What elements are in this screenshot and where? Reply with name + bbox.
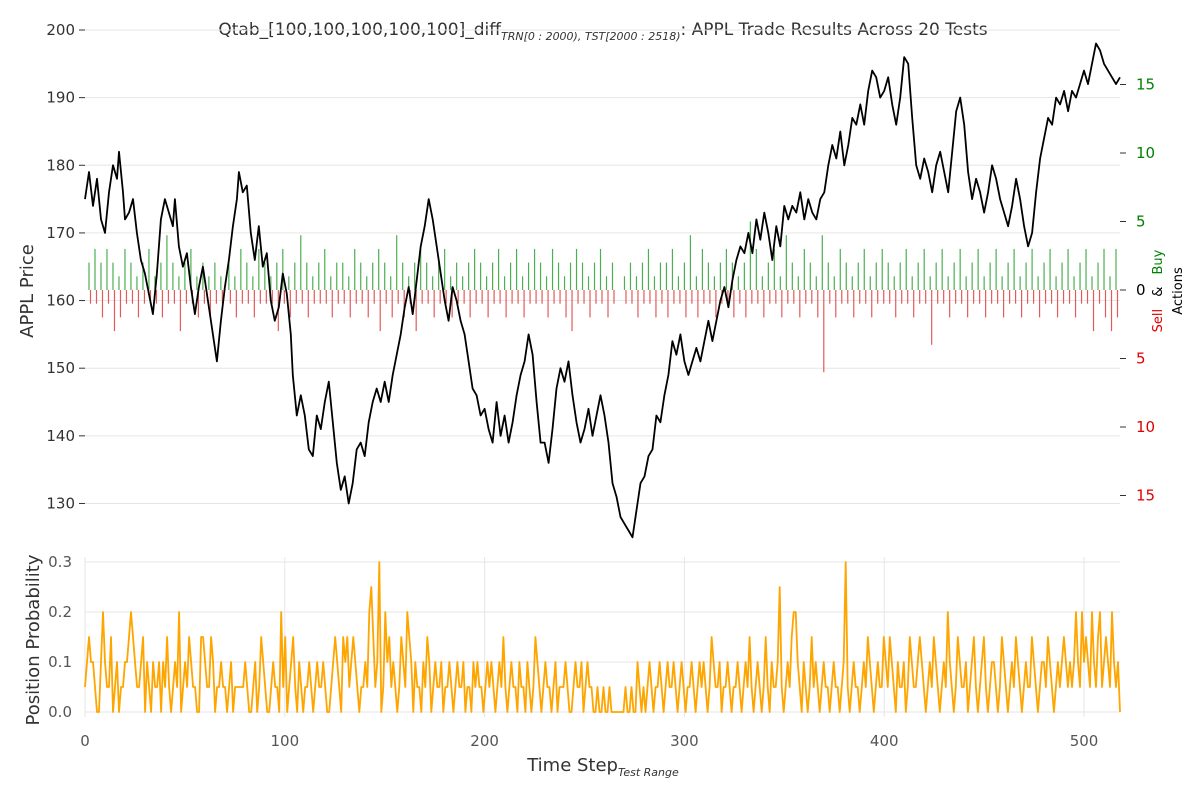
price-tick-label: 140	[46, 427, 75, 445]
price-tick-label: 130	[46, 494, 75, 512]
chart-title: Qtab_[100,100,100,100,100]_diffTRN[0 : 2…	[218, 20, 987, 43]
price-tick-label: 200	[46, 21, 75, 39]
actions-y-axis-label: Sell & Buy	[1151, 249, 1166, 332]
buy-tick-label: 15	[1136, 76, 1155, 94]
actions-y-ticks: 0 5 10 15 5 10 15	[1120, 76, 1155, 505]
buy-label: Buy	[1151, 249, 1166, 274]
sell-tick-label: 15	[1136, 487, 1155, 505]
time-step-x-ticks: 0 100 200 300 400 500	[80, 732, 1098, 750]
time-step-x-axis-label: Time StepTest Range	[526, 755, 679, 779]
probability-tick-label: 0.3	[48, 553, 72, 571]
sell-actions-bars	[89, 290, 1119, 373]
price-tick-label: 190	[46, 89, 75, 107]
price-tick-label: 160	[46, 292, 75, 310]
price-series	[84, 42, 1121, 539]
time-step-tick-label: 400	[870, 732, 899, 750]
actions-word-label: Actions	[1171, 267, 1186, 315]
probability-tick-label: 0.1	[48, 653, 72, 671]
time-step-tick-label: 300	[670, 732, 699, 750]
buy-tick-label: 5	[1136, 213, 1146, 231]
buy-tick-label: 10	[1136, 144, 1155, 162]
probability-line	[84, 561, 1121, 713]
probability-series	[84, 561, 1121, 713]
price-tick-label: 150	[46, 359, 75, 377]
probability-y-ticks: 0.0 0.1 0.2 0.3	[48, 553, 72, 721]
probability-y-axis-label: Position Probability	[23, 554, 44, 725]
amp-label: &	[1151, 287, 1166, 297]
price-y-ticks: 130 140 150 160 170 180 190 200	[46, 21, 85, 512]
probability-tick-label: 0.0	[48, 703, 72, 721]
price-y-axis-label: APPL Price	[17, 244, 38, 338]
price-tick-label: 180	[46, 156, 75, 174]
time-step-tick-label: 100	[270, 732, 299, 750]
price-line	[84, 42, 1121, 539]
sell-label: Sell	[1151, 309, 1166, 332]
sell-tick-label: 5	[1136, 350, 1146, 368]
sell-tick-label: 10	[1136, 418, 1155, 436]
buy-tick-label: 0	[1136, 281, 1146, 299]
time-step-tick-label: 0	[80, 732, 90, 750]
time-step-tick-label: 200	[470, 732, 499, 750]
buy-actions-bars	[88, 221, 1117, 290]
price-tick-label: 170	[46, 224, 75, 242]
time-step-tick-label: 500	[1070, 732, 1099, 750]
probability-tick-label: 0.2	[48, 603, 72, 621]
